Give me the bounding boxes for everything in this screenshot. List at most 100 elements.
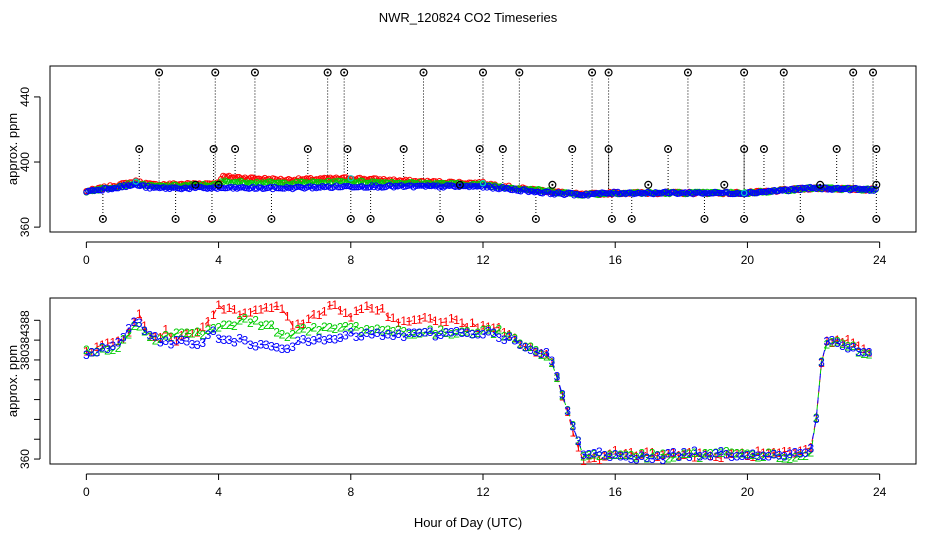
bottom-point-series-1: 1 — [427, 312, 434, 326]
bottom-point-series-2: 2 — [120, 332, 127, 346]
bottom-point-series-1: 1 — [496, 320, 503, 334]
bottom-point-series-3: 3 — [332, 333, 339, 347]
bottom-x-tick-label: 20 — [741, 485, 755, 499]
bottom-point-series-2: 2 — [617, 448, 624, 462]
bottom-point-series-1: 1 — [295, 317, 302, 331]
top-outlier-marker — [604, 68, 613, 77]
bottom-point-series-3: 3 — [755, 449, 762, 463]
top-x-tick-label: 24 — [873, 253, 887, 267]
bottom-point-series-1: 1 — [654, 450, 661, 464]
bottom-point-series-3: 3 — [427, 325, 434, 339]
bottom-point-series-2: 2 — [533, 343, 540, 357]
bottom-point-series-3: 3 — [453, 325, 460, 339]
top-outlier-dot — [174, 217, 177, 221]
bottom-point-series-2: 2 — [242, 312, 249, 326]
top-outlier-dot — [346, 147, 349, 151]
top-outlier-marker — [207, 214, 216, 223]
bottom-point-series-1: 1 — [411, 313, 418, 327]
top-outlier-marker — [872, 145, 881, 154]
top-outlier-dot — [458, 183, 461, 186]
bottom-point-series-3: 3 — [522, 340, 529, 354]
top-outlier-dot — [212, 147, 215, 151]
top-point-series-1 — [226, 172, 233, 179]
bottom-point-series-2: 2 — [797, 449, 804, 463]
bottom-point-series-2: 2 — [638, 446, 645, 460]
bottom-point-series-2: 2 — [263, 318, 270, 332]
top-x-tick-label: 4 — [215, 253, 222, 267]
top-x-tick-label: 12 — [476, 253, 490, 267]
top-outlier-dot — [210, 217, 214, 221]
bottom-point-series-1: 1 — [210, 308, 217, 322]
bottom-point-series-3: 3 — [771, 448, 778, 462]
bottom-point-series-2: 2 — [104, 344, 111, 358]
top-outlier-dot — [369, 217, 372, 221]
bottom-point-series-3: 3 — [665, 447, 672, 461]
top-outlier-marker — [700, 214, 709, 223]
top-outlier-marker — [231, 145, 240, 154]
bottom-point-series-3: 3 — [739, 449, 746, 463]
bottom-point-series-3: 3 — [443, 325, 450, 339]
bottom-point-series-2: 2 — [168, 330, 175, 344]
bottom-point-series-2: 2 — [538, 348, 545, 362]
bottom-point-series-3: 3 — [168, 338, 175, 352]
bottom-point-series-3: 3 — [866, 345, 873, 359]
top-outlier-dot — [270, 217, 273, 221]
bottom-point-series-1: 1 — [464, 320, 471, 334]
bottom-point-series-3: 3 — [226, 333, 233, 347]
top-outlier-dot — [852, 71, 855, 74]
bottom-point-series-1: 1 — [379, 301, 386, 315]
bottom-point-series-3: 3 — [834, 336, 841, 350]
bottom-point-series-1: 1 — [649, 446, 656, 460]
top-outlier-dot — [306, 147, 309, 151]
bottom-point-series-2: 2 — [718, 446, 725, 460]
top-point-series-3 — [610, 188, 618, 195]
bottom-point-series-2: 2 — [628, 449, 635, 463]
bottom-point-series-3: 3 — [353, 330, 360, 344]
top-point-series-3 — [749, 190, 756, 197]
top-outlier-dot — [253, 71, 257, 74]
bottom-point-series-1: 1 — [231, 303, 238, 317]
top-outlier-marker — [720, 180, 729, 189]
bottom-point-series-1: 1 — [559, 390, 566, 404]
bottom-point-series-3: 3 — [258, 337, 265, 351]
bottom-point-series-3: 3 — [215, 332, 222, 346]
top-outlier-marker — [796, 214, 805, 223]
bottom-point-series-2: 2 — [395, 323, 402, 337]
bottom-point-series-3: 3 — [178, 333, 185, 347]
bottom-point-series-2: 2 — [332, 322, 339, 336]
bottom-point-series-1: 1 — [421, 311, 428, 325]
top-plot-frame — [49, 65, 917, 233]
top-outlier-marker — [171, 214, 180, 223]
top-outlier-marker — [568, 145, 577, 154]
bottom-point-series-3: 3 — [347, 325, 354, 339]
bottom-point-series-2: 2 — [744, 447, 751, 461]
bottom-point-series-2: 2 — [268, 318, 275, 332]
top-point-series-3 — [307, 183, 314, 190]
bottom-point-series-3: 3 — [659, 453, 666, 467]
top-point-series-3 — [577, 192, 584, 199]
top-point-series-2 — [265, 178, 272, 185]
bottom-point-series-1: 1 — [681, 448, 688, 462]
bottom-point-series-1: 1 — [781, 445, 788, 459]
bottom-point-series-3: 3 — [374, 326, 381, 340]
bottom-point-series-2: 2 — [511, 331, 518, 345]
top-outlier-dot — [590, 71, 594, 74]
bottom-point-series-2: 2 — [496, 323, 503, 337]
top-point-series-3 — [761, 188, 768, 195]
bottom-point-series-2: 2 — [543, 350, 550, 364]
bottom-point-series-1: 1 — [178, 329, 185, 343]
bottom-point-series-3: 3 — [469, 327, 476, 341]
bottom-point-series-2: 2 — [342, 319, 349, 333]
top-outlier-marker — [548, 180, 557, 189]
top-outlier-dot — [551, 183, 554, 186]
bottom-point-series-3: 3 — [83, 348, 90, 362]
top-outlier-dot — [703, 217, 706, 221]
bottom-point-series-3: 3 — [591, 446, 598, 460]
top-point-series-3 — [664, 190, 671, 197]
top-outlier-marker — [869, 68, 878, 77]
bottom-point-series-2: 2 — [390, 325, 397, 339]
bottom-point-series-3: 3 — [390, 329, 397, 343]
bottom-point-series-1: 1 — [596, 453, 603, 467]
top-x-tick-label: 16 — [609, 253, 623, 267]
bottom-point-series-1: 1 — [183, 327, 190, 341]
